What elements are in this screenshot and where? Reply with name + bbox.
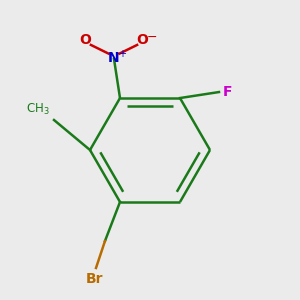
Text: Br: Br xyxy=(86,272,103,286)
Text: O: O xyxy=(80,32,92,46)
Text: N: N xyxy=(108,50,120,64)
Text: F: F xyxy=(223,85,232,99)
Text: O: O xyxy=(136,32,148,46)
Text: −: − xyxy=(146,31,157,44)
Text: +: + xyxy=(118,49,126,58)
Text: CH$_3$: CH$_3$ xyxy=(26,102,50,117)
